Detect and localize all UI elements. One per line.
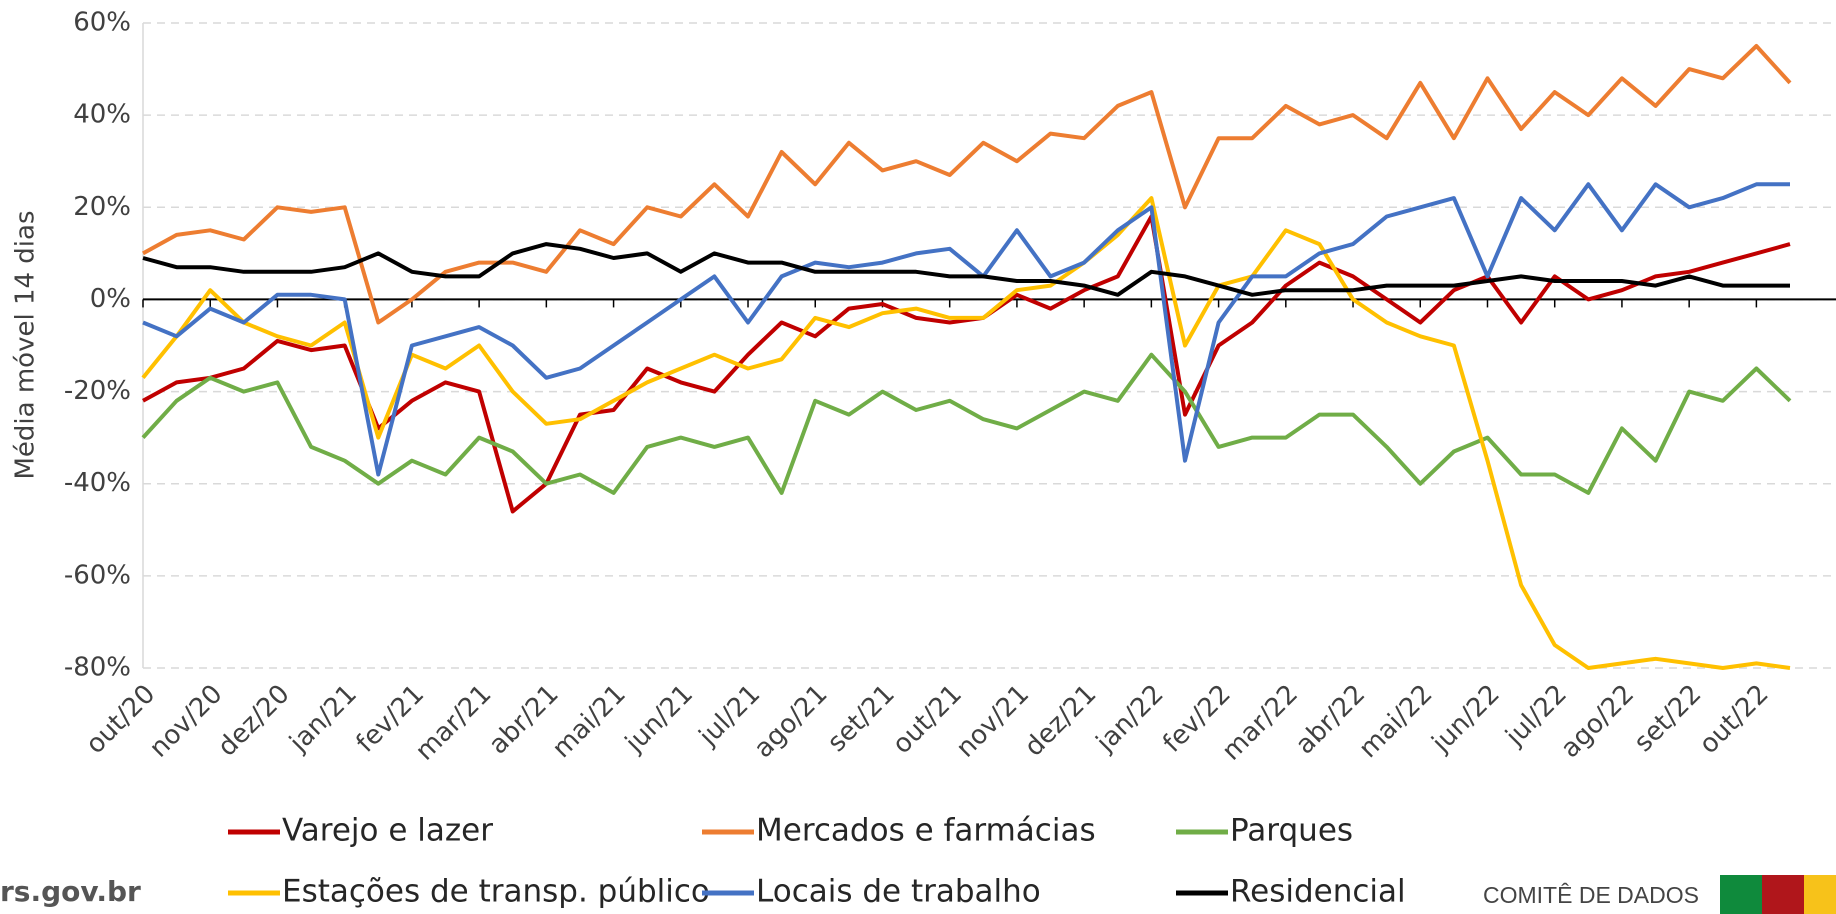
x-tick-label: jan/21	[283, 679, 363, 759]
y-tick-label: -40%	[64, 468, 131, 498]
x-tick-label: nov/21	[951, 679, 1036, 764]
x-tick-label: mai/21	[547, 679, 632, 764]
series-line	[141, 196, 1791, 670]
legend-label: Parques	[1230, 813, 1353, 849]
y-axis-label: Média móvel 14 dias	[11, 210, 41, 479]
series-line	[142, 182, 1790, 477]
x-tick-label: nov/20	[144, 679, 229, 764]
y-tick-label: 20%	[73, 192, 131, 222]
x-tick-label: out/22	[1694, 679, 1775, 760]
x-tick-label: ago/21	[749, 679, 834, 764]
x-tick-label: jun/22	[1426, 679, 1506, 759]
footer-committee: COMITÊ DE DADOS	[1483, 882, 1699, 908]
x-tick-label: mar/21	[410, 679, 498, 767]
flag-red	[1762, 875, 1804, 914]
y-tick-label: -80%	[64, 653, 131, 683]
footer-site: rs.gov.br	[0, 875, 141, 908]
legend-label: Locais de trabalho	[756, 874, 1041, 910]
series-line	[142, 44, 1792, 325]
legend-label: Varejo e lazer	[282, 813, 493, 849]
series-line	[142, 242, 1790, 297]
y-tick-label: 60%	[73, 8, 131, 38]
y-tick-label: 40%	[73, 100, 131, 130]
x-tick-label: dez/20	[212, 679, 295, 762]
flag-yellow	[1804, 875, 1836, 914]
y-tick-label: -20%	[64, 376, 131, 406]
x-tick-label: set/21	[822, 679, 901, 758]
legend-label: Mercados e farmácias	[756, 813, 1096, 849]
legend-label: Estações de transp. público	[282, 874, 710, 910]
x-tick-label: jan/22	[1090, 679, 1170, 759]
x-tick-label: dez/21	[1019, 679, 1102, 762]
y-tick-label: -60%	[64, 560, 131, 590]
flag-green	[1720, 875, 1762, 914]
x-tick-label: set/22	[1629, 679, 1708, 758]
x-tick-label: jun/21	[619, 679, 699, 759]
series-line	[142, 214, 1791, 514]
legend-label: Residencial	[1230, 874, 1406, 910]
y-tick-label: 0%	[90, 284, 131, 314]
x-tick-label: mai/22	[1353, 679, 1438, 764]
x-tick-label: ago/22	[1555, 679, 1640, 764]
x-tick-label: mar/22	[1217, 679, 1305, 767]
series-line	[141, 352, 1792, 495]
